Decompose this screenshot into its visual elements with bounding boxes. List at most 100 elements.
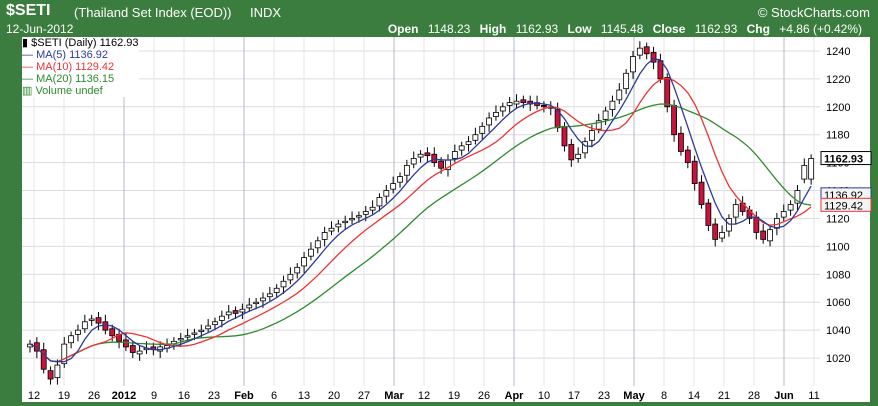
candle-body xyxy=(198,329,205,332)
x-tick-label: 10 xyxy=(538,390,550,402)
x-tick-label: Apr xyxy=(505,390,525,402)
x-tick-label: 9 xyxy=(151,390,157,402)
x-tick-label: 2012 xyxy=(112,390,136,402)
candle-body xyxy=(568,144,575,161)
y-tick-label: 1040 xyxy=(826,325,850,337)
candle-body xyxy=(493,111,499,117)
candle-body xyxy=(383,190,390,197)
x-tick-label: 20 xyxy=(328,390,340,402)
x-tick-label: Mar xyxy=(384,390,404,402)
candle-body xyxy=(458,145,465,151)
x-tick-label: 28 xyxy=(748,390,760,402)
candle-body xyxy=(417,153,424,158)
candle-body xyxy=(767,229,773,242)
candle-body xyxy=(376,197,383,207)
candle-body xyxy=(129,345,136,353)
candle-body xyxy=(61,343,68,365)
x-tick-label: 6 xyxy=(271,390,277,402)
candle-body xyxy=(650,51,657,63)
candle-body xyxy=(582,141,588,154)
candle-body xyxy=(636,47,643,56)
candle-body xyxy=(671,105,678,136)
candle-body xyxy=(595,120,602,130)
x-tick-label: 13 xyxy=(298,390,310,402)
close-value: 1162.93 xyxy=(694,22,738,36)
candle-body xyxy=(266,293,273,298)
ma10-line xyxy=(29,77,812,363)
candle-body xyxy=(712,223,719,240)
candle-body xyxy=(40,349,47,370)
candle-body xyxy=(753,216,760,233)
exchange-label: INDX xyxy=(250,5,282,20)
candle-body xyxy=(280,280,287,288)
y-tick-label: 1220 xyxy=(826,74,850,86)
candle-body xyxy=(513,100,520,105)
low-label: Low xyxy=(567,22,592,36)
candle-body xyxy=(308,248,314,257)
candle-body xyxy=(726,218,732,232)
candle-body xyxy=(609,100,616,110)
candle-body xyxy=(239,308,246,313)
chart-date: 12-Jun-2012 xyxy=(6,22,74,36)
candle-body xyxy=(356,215,362,218)
candle-body xyxy=(260,297,266,302)
candle-body xyxy=(184,335,191,338)
x-tick-label: 19 xyxy=(58,390,70,402)
candle-body xyxy=(431,153,438,164)
candle-body xyxy=(698,181,705,205)
candle-body xyxy=(410,158,417,165)
candle-body xyxy=(794,190,801,204)
candle-body xyxy=(136,350,143,355)
ohlc-readout: Open 1148.23 High 1162.93 Low 1145.48 Cl… xyxy=(382,22,862,36)
candle-body xyxy=(678,132,684,152)
candle-body xyxy=(691,160,698,184)
chg-value: +4.86 (+0.42%) xyxy=(779,22,862,36)
candle-body xyxy=(630,56,636,73)
candle-body xyxy=(109,328,116,337)
candle-body xyxy=(102,321,109,331)
candle-body xyxy=(218,315,225,321)
candle-body xyxy=(253,301,260,305)
legend-volume: ▥ Volume undef xyxy=(22,85,103,97)
high-value: 1162.93 xyxy=(515,22,559,36)
candle-body xyxy=(541,105,547,108)
candle-body xyxy=(88,318,95,321)
candle-body xyxy=(362,211,369,215)
candle-body xyxy=(506,102,513,106)
candle-body xyxy=(684,149,691,164)
candle-body xyxy=(314,240,321,249)
candle-body xyxy=(54,364,61,379)
y-tag-box xyxy=(820,197,872,212)
x-tick-label: 17 xyxy=(568,390,580,402)
legend-ma10: — MA(10) 1129.42 xyxy=(22,61,115,73)
candle-body xyxy=(301,257,307,267)
x-tick-label: 11 xyxy=(808,390,819,402)
brand-logo: © StockCharts.com xyxy=(757,5,870,20)
candle-body xyxy=(342,220,349,224)
x-axis-panel xyxy=(22,386,870,402)
x-tick-label: 23 xyxy=(598,390,610,402)
candle-body xyxy=(294,266,301,274)
candle-body xyxy=(95,317,102,324)
candle-body xyxy=(321,232,328,240)
x-tick-label: 12 xyxy=(28,390,40,402)
y-tick-label: 1240 xyxy=(826,46,850,58)
candle-body xyxy=(328,227,335,232)
chg-label: Chg xyxy=(746,22,770,36)
close-label: Close xyxy=(652,22,686,36)
candle-body xyxy=(451,151,458,159)
candle-body xyxy=(623,72,630,90)
candle-body xyxy=(479,125,486,134)
candle-body xyxy=(424,152,431,157)
x-tick-label: 16 xyxy=(178,390,190,402)
candle-body xyxy=(787,204,794,211)
candle-body xyxy=(403,165,410,176)
y-tick-label: 1080 xyxy=(826,269,850,281)
x-tick-label: 14 xyxy=(688,390,700,402)
legend-ma5: — MA(5) 1136.92 xyxy=(22,49,109,61)
candle-body xyxy=(664,77,671,108)
y-tick-label: 1200 xyxy=(826,102,850,114)
y-tick-label: 1180 xyxy=(826,130,850,142)
x-tick-label: 26 xyxy=(478,390,490,402)
